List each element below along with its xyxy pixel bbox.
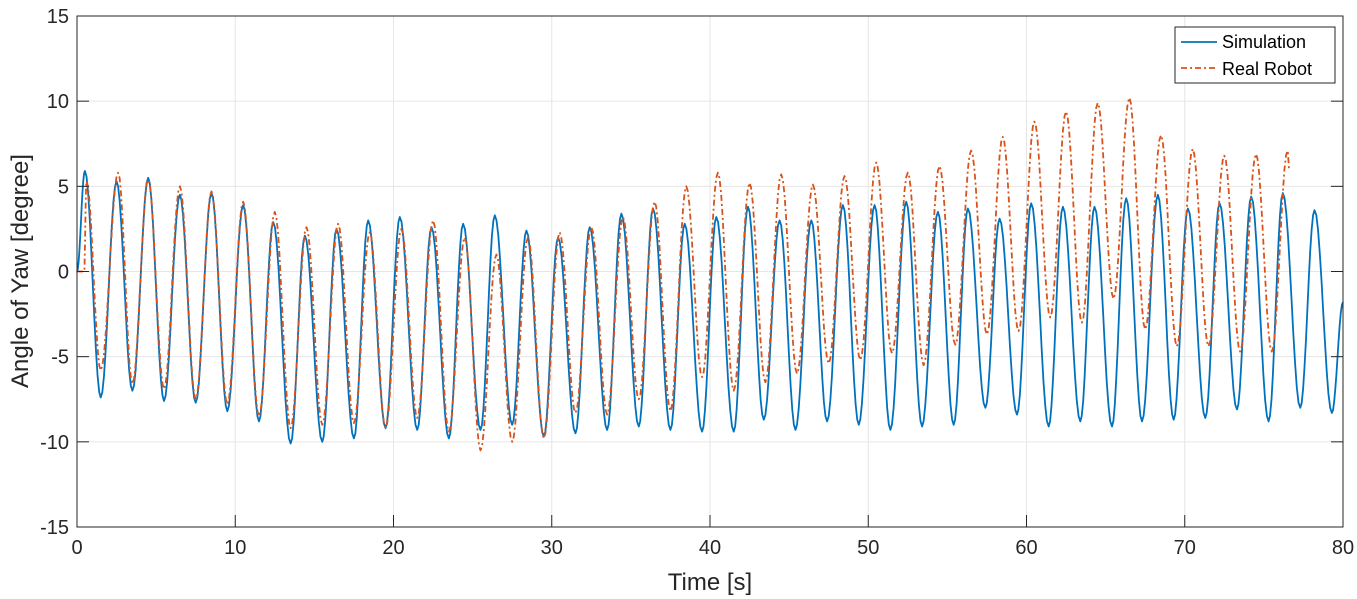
legend-label-real-robot: Real Robot — [1222, 59, 1312, 79]
y-tick-label: 10 — [47, 91, 69, 113]
legend: Simulation Real Robot — [1174, 26, 1336, 84]
legend-label-simulation: Simulation — [1222, 32, 1306, 52]
series-line-simulation — [76, 170, 1344, 445]
y-tick-label: 0 — [58, 262, 69, 284]
x-tick-label: 40 — [699, 537, 721, 559]
y-tick-label: 15 — [47, 6, 69, 28]
x-tick-label: 50 — [857, 537, 879, 559]
series-lines — [76, 96, 1344, 452]
series-line-real-robot — [76, 96, 1291, 452]
x-tick-label: 70 — [1174, 537, 1196, 559]
y-tick-label: -5 — [51, 347, 69, 369]
y-tick-label: -15 — [40, 517, 69, 539]
legend-box — [1174, 26, 1336, 84]
ticks: 0 10 20 30 40 50 60 70 80 -15 -10 -5 0 5 10 15 — [40, 6, 1354, 559]
y-tick-label: 5 — [58, 176, 69, 198]
x-axis-label: Time [s] — [668, 569, 752, 596]
x-tick-label: 20 — [382, 537, 404, 559]
x-tick-label: 0 — [71, 537, 82, 559]
x-tick-label: 60 — [1015, 537, 1037, 559]
x-tick-label: 80 — [1332, 537, 1354, 559]
y-axis-label: Angle of Yaw [degree] — [7, 154, 34, 388]
x-tick-label: 10 — [224, 537, 246, 559]
y-tick-label: -10 — [40, 432, 69, 454]
x-tick-label: 30 — [541, 537, 563, 559]
